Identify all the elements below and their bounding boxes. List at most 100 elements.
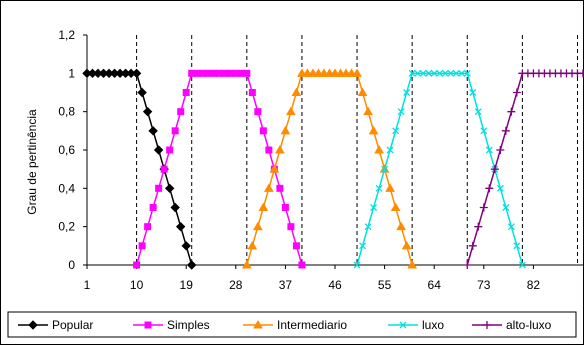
data-point-marker (392, 127, 400, 135)
legend-item: Intermediario (243, 318, 347, 332)
data-point-marker (291, 87, 302, 96)
data-point-marker (401, 240, 412, 250)
data-point-marker (353, 261, 361, 269)
data-point-marker (155, 184, 163, 192)
data-point-marker (458, 69, 466, 77)
y-ticks: 0 0,2 0,4 0,6 0,8 1 1,2 (58, 28, 87, 272)
data-point-marker (483, 321, 491, 329)
y-tick-label: 0,6 (58, 143, 75, 157)
data-point-marker (381, 165, 389, 173)
data-point-marker (258, 202, 269, 211)
data-point-marker (368, 125, 379, 135)
data-point-marker (452, 69, 460, 77)
x-tick-label: 73 (477, 278, 491, 292)
data-point-marker (364, 223, 372, 231)
data-point-marker (170, 202, 180, 213)
data-point-marker (425, 69, 433, 77)
data-point-marker (375, 184, 383, 192)
legend-items: Popular Simples Intermediario luxo alto-luxo (18, 318, 552, 332)
data-point-marker (518, 261, 526, 269)
x-tick-label: 28 (229, 278, 243, 292)
data-point-marker (269, 164, 280, 173)
data-point-marker (153, 145, 164, 155)
data-point-marker (363, 106, 373, 116)
data-point-marker (187, 260, 197, 270)
data-point-marker (490, 165, 499, 174)
data-point-marker (264, 183, 274, 192)
data-point-marker (474, 108, 482, 116)
data-point-marker (259, 127, 267, 135)
data-point-marker (407, 259, 418, 269)
data-point-marker (275, 144, 285, 154)
data-point-marker (507, 223, 515, 231)
y-tick-label: 0,2 (58, 220, 75, 234)
legend-label: Popular (52, 318, 93, 332)
legend-item: Popular (18, 318, 93, 332)
data-point-marker (507, 107, 516, 116)
y-tick-label: 0 (68, 258, 75, 272)
data-point-marker (133, 261, 141, 269)
data-point-marker (144, 223, 152, 231)
data-point-marker (374, 144, 384, 154)
data-point-marker (149, 204, 157, 211)
data-point-marker (28, 320, 38, 330)
data-point-marker (248, 89, 256, 96)
x-tick-label: 10 (130, 278, 144, 292)
data-point-marker (164, 183, 175, 194)
y-tick-label: 1,2 (58, 28, 75, 42)
data-point-marker (463, 261, 472, 269)
data-point-marker (265, 146, 273, 154)
data-point-marker (253, 319, 263, 329)
series-alto-luxo (463, 69, 584, 269)
data-point-marker (177, 108, 185, 116)
x-tick-label: 55 (378, 278, 392, 292)
data-point-marker (254, 108, 262, 116)
data-point-marker (396, 221, 406, 231)
data-point-marker (474, 222, 483, 231)
x-tick-label: 64 (428, 278, 442, 292)
data-point-marker (441, 69, 449, 77)
data-point-marker (479, 203, 488, 212)
y-tick-label: 1 (68, 66, 75, 80)
legend: Popular Simples Intermediario luxo alto-luxo (7, 311, 577, 338)
data-point-marker (386, 146, 394, 154)
data-point-marker (182, 89, 190, 96)
data-point-marker (142, 106, 153, 117)
data-point-marker (280, 125, 291, 135)
x-tick-label: 82 (527, 278, 541, 292)
data-point-marker (390, 202, 401, 211)
data-point-marker (292, 242, 300, 250)
data-point-marker (408, 69, 416, 77)
data-point-marker (512, 88, 521, 97)
legend-label: alto-luxo (506, 318, 552, 332)
data-point-marker (252, 221, 263, 231)
x-tick-label: 1 (84, 278, 91, 292)
data-point-marker (241, 259, 252, 269)
data-point-marker (243, 69, 251, 77)
data-point-marker (436, 69, 444, 77)
x-ticks: 1 10 19 28 37 46 55 64 73 82 (84, 265, 541, 292)
x-tick-label: 37 (279, 278, 293, 292)
y-axis-title: Grau de pertinência (25, 109, 39, 215)
legend-item: Simples (133, 318, 210, 332)
data-point-marker (496, 146, 505, 154)
legend-label: luxo (422, 318, 444, 332)
legend-label: Intermediario (277, 318, 347, 332)
data-point-marker (286, 106, 296, 116)
data-point-marker (397, 108, 405, 116)
y-tick-label: 0,8 (58, 105, 75, 119)
data-point-marker (403, 89, 411, 96)
data-point-marker (414, 69, 422, 77)
x-tick-label: 19 (180, 278, 194, 292)
data-point-marker (359, 242, 367, 250)
data-point-marker (463, 69, 471, 77)
data-point-marker (276, 184, 284, 192)
data-point-marker (287, 223, 295, 231)
series-lines (82, 68, 584, 270)
data-point-marker (419, 69, 427, 77)
data-point-marker (131, 68, 142, 79)
legend-label: Simples (167, 318, 210, 332)
data-point-marker (160, 165, 168, 173)
